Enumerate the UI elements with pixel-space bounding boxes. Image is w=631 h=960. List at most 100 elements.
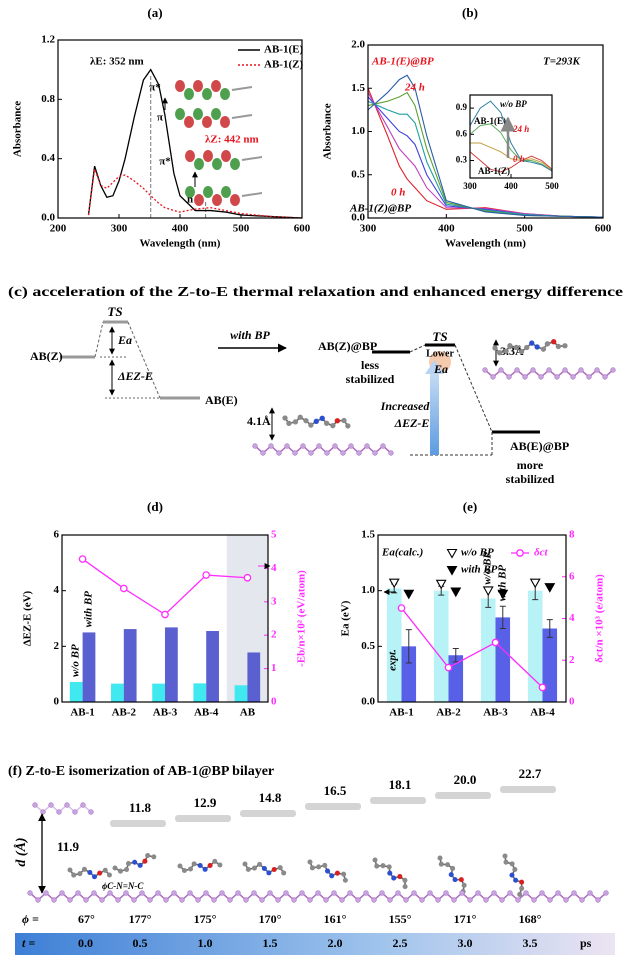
point-marker [516,549,524,557]
label: 12.9 [194,795,217,810]
bp-atom [482,367,488,373]
annotation: expt. [387,649,399,671]
bp-atom [315,890,321,896]
point-marker [161,610,169,619]
bar [495,617,511,702]
molecule-atom [512,866,518,873]
label: Lower [426,348,454,359]
label: 0.5 [133,936,148,950]
molecule-atom [281,870,287,876]
bp-atom [610,367,616,373]
bp-atom [268,443,274,449]
molecule-atom [307,859,313,865]
label: more [517,458,544,472]
annotation: π* [159,156,171,168]
label: Increased [380,399,431,413]
triangle-marker [403,589,415,600]
bp-atom [300,443,306,449]
label: ΔEZ-E [117,369,153,383]
y2-tick-label: 5 [271,529,277,541]
molecule-atom [386,864,392,870]
label: less [361,358,379,372]
orbital-tail [241,192,263,197]
bp-atom [538,374,544,380]
point-marker [202,571,211,579]
bp-atom [571,890,577,896]
annotation: π* [149,82,161,94]
category-label: AB-1 [70,707,94,719]
bar [165,627,178,702]
y-tick-label: 0.8 [41,93,55,105]
panel-label: (b) [462,5,478,20]
label: AB(Z)@BP [318,339,377,353]
label: 11.9 [57,839,80,854]
molecule-atom [202,866,208,872]
molecule-atom [106,872,112,878]
x-tick-label: 500 [233,223,250,235]
bp-atom [48,802,54,808]
bp-atom [514,367,520,373]
molecule-atom [503,859,509,865]
label: 171° [454,912,477,926]
x-tick-label: 500 [516,223,533,235]
y-tick-label: 0.6 [456,128,468,138]
data-line [87,68,303,219]
y2-tick-label: 4 [569,612,575,624]
label: AB(E) [205,393,238,407]
orbital-lobe [220,116,230,128]
label: 2.5 [393,936,408,950]
orbital-lobe [230,158,240,170]
orbital-lobe [202,116,212,128]
category-label: AB-1 [389,707,413,719]
y2-tick-label: 2 [271,629,277,641]
section-title: (c) acceleration of the Z-to-E thermal r… [8,285,623,300]
plot-frame [61,534,269,703]
label: 1.5 [263,936,278,950]
triangle-marker [529,578,541,589]
bar [69,681,83,702]
bp-atom [275,897,281,903]
y-tick-label: 0.0 [361,696,375,708]
bp-atom [563,897,569,903]
connector [409,344,426,353]
molecule-atom [509,872,515,878]
bp-atom [483,897,489,903]
molecule-atom [402,877,408,883]
molecule-atom [334,418,341,424]
bar [193,683,207,702]
molecule-atom [448,872,454,878]
molecule-atom [145,853,151,859]
label: 67° [78,912,95,926]
bp-atom [147,897,153,903]
y-axis-label: ΔEZ-E (eV) [22,590,34,646]
y2-tick-label: 0 [271,696,277,708]
label: ϕC-N=N-C [102,881,144,891]
bp-atom [595,897,601,903]
y-tick-label: 4 [54,584,60,596]
orbital-lobe [211,80,221,92]
bp-atom [67,897,73,903]
bp-atom [603,890,609,896]
molecule-atom [322,862,328,868]
label: 11.8 [129,800,152,815]
bp-atom [579,897,585,903]
label: 1.0 [198,936,213,950]
molecule-atom [374,863,380,869]
bp-atom [64,802,70,808]
point-marker [243,573,252,582]
y-tick-label: 2.0 [351,39,365,51]
legend-label: δct [534,547,549,559]
orbital-lobe [203,150,213,162]
molecule-atom [71,872,77,878]
orbital-lobe [203,186,213,198]
molecule-atom [387,870,393,876]
label: ϕ = [22,912,39,926]
data-line [469,100,553,172]
molecule-atom [513,877,519,883]
x-tick-label: 400 [172,223,189,235]
annotation: AB-1(Z)@BP [349,203,411,215]
bp-atom [506,374,512,380]
bp-atom [251,890,257,896]
molecule-atom [207,862,213,869]
annotation: AB-1(E) [474,116,506,126]
